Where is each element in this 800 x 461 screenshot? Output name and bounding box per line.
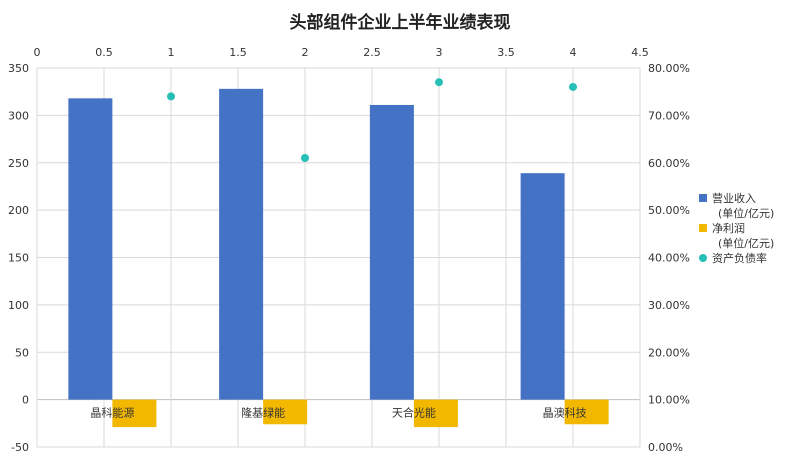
bar-net-profit-2 [413,399,458,428]
primary-y-tick-label-1: 300 [8,109,29,122]
bar-net-profit-0 [112,399,157,428]
scatter-point-debt-ratio-2 [435,78,443,87]
secondary-x-axis: 0 0.5 1 1.5 2 2.5 3 3.5 4 4.5 [34,46,649,59]
legend-marker-square [699,224,707,232]
chart-title: 头部组件企业上半年业绩表现 [290,12,511,33]
primary-y-tick-label-4: 150 [8,252,29,265]
primary-y-tick-label-6: 50 [15,346,29,359]
secondary-x-tick-label-0: 0 [34,46,41,59]
scatter-point-debt-ratio-1 [301,154,309,163]
legend-label: 资产负债率 [712,251,767,265]
bar-revenue-2 [369,104,414,400]
scatter-point-debt-ratio-3 [569,82,577,91]
legend-label: 净利润 [712,221,745,235]
secondary-y-tick-label-1: 70.00% [648,109,690,122]
primary-y-axis: 350 300 250 200 150 100 50 0 -50 [8,62,29,454]
secondary-y-tick-label-0: 80.00% [648,62,690,75]
bar-revenue-3 [520,173,565,400]
primary-y-tick-label-5: 100 [8,299,29,312]
primary-y-tick-label-3: 200 [8,204,29,217]
legend-item-1: 净利润(单位/亿元) [699,221,774,250]
scatter-series-layer [167,78,577,163]
category-label-3: 晶澳科技 [543,406,587,420]
primary-y-tick-label-7: 0 [22,394,29,407]
secondary-y-tick-label-4: 40.00% [648,252,690,265]
secondary-y-tick-label-2: 60.00% [648,157,690,170]
primary-y-tick-label-8: -50 [11,441,29,454]
legend-item-0: 营业收入(单位/亿元) [699,191,774,220]
legend-unit-label: (单位/亿元) [718,236,774,250]
secondary-x-tick-label-5: 2.5 [363,46,381,59]
category-label-2: 天合光能 [392,406,436,420]
secondary-y-tick-label-3: 50.00% [648,204,690,217]
primary-y-tick-label-0: 350 [8,62,29,75]
bar-series-layer [68,88,609,428]
secondary-x-tick-label-1: 0.5 [95,46,113,59]
secondary-y-tick-label-5: 30.00% [648,299,690,312]
secondary-x-tick-label-7: 3.5 [497,46,515,59]
secondary-x-tick-label-2: 1 [168,46,175,59]
bar-revenue-0 [68,98,113,400]
legend: 营业收入(单位/亿元)净利润(单位/亿元)资产负债率 [699,191,774,265]
bar-net-profit-3 [564,399,609,425]
secondary-x-tick-label-9: 4.5 [631,46,649,59]
legend-label: 营业收入 [712,191,756,205]
category-label-1: 隆基绿能 [241,406,285,420]
secondary-x-tick-label-8: 4 [570,46,577,59]
secondary-y-tick-label-8: 0.00% [648,441,683,454]
bar-revenue-1 [219,88,264,400]
secondary-x-tick-label-3: 1.5 [229,46,247,59]
legend-marker-square [699,194,707,202]
secondary-x-tick-label-4: 2 [302,46,309,59]
secondary-y-tick-label-7: 10.00% [648,394,690,407]
legend-unit-label: (单位/亿元) [718,206,774,220]
category-label-0: 晶科能源 [90,406,134,420]
category-labels: 晶科能源 隆基绿能 天合光能 晶澳科技 [90,406,586,420]
scatter-point-debt-ratio-0 [167,92,175,101]
secondary-x-tick-label-6: 3 [436,46,443,59]
legend-marker-circle [699,254,707,262]
primary-y-tick-label-2: 250 [8,157,29,170]
secondary-y-axis: 80.00% 70.00% 60.00% 50.00% 40.00% 30.00% 20.0… [648,62,690,454]
legend-item-2: 资产负债率 [699,251,767,265]
secondary-y-tick-label-6: 20.00% [648,346,690,359]
bar-net-profit-1 [263,399,308,425]
